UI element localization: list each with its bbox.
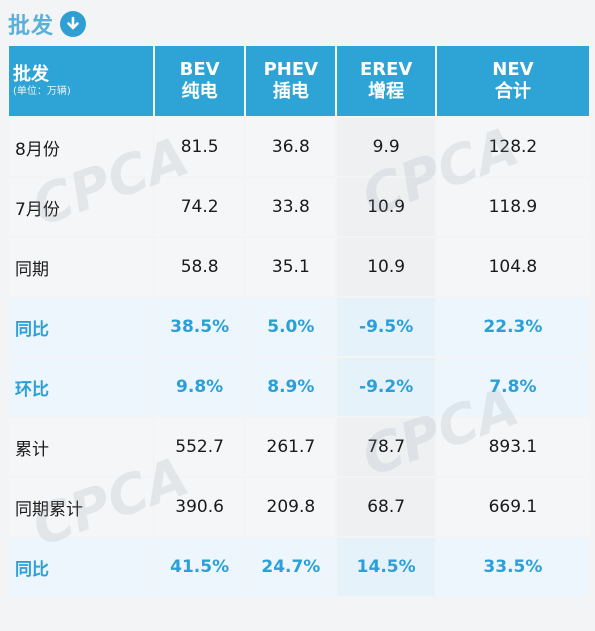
- table-cell: 68.7: [337, 478, 435, 536]
- row-label: 8月份: [9, 118, 153, 176]
- table-cell: 22.3%: [436, 298, 589, 356]
- row-label: 同期累计: [9, 478, 153, 536]
- header-category-label: 批发: [13, 64, 49, 85]
- table-cell: 669.1: [436, 478, 589, 536]
- table-cell: 81.5: [155, 118, 245, 176]
- wholesale-table: 批发 (单位：万辆) BEV 纯电 PHEV 插电 EREV 增程 NEV 合计…: [7, 44, 591, 598]
- header-erev-name: 增程: [368, 81, 405, 102]
- table-cell: 9.9: [337, 118, 435, 176]
- row-label: 同期: [9, 238, 153, 296]
- row-label: 累计: [9, 418, 153, 476]
- table-cell: -9.2%: [337, 358, 435, 416]
- page-title: 批发: [8, 14, 55, 39]
- page-title-bar: 批发: [8, 6, 87, 42]
- table-cell: 33.5%: [436, 538, 589, 596]
- table-cell: 552.7: [155, 418, 245, 476]
- table-cell: 261.7: [246, 418, 336, 476]
- table-row: 同期 58.8 35.1 10.9 104.8: [9, 238, 589, 296]
- table-cell: 209.8: [246, 478, 336, 536]
- header-bev: BEV 纯电: [155, 46, 245, 116]
- header-category: 批发 (单位：万辆): [9, 46, 153, 116]
- header-erev: EREV 增程: [337, 46, 435, 116]
- header-nev: NEV 合计: [436, 46, 589, 116]
- table-row: 同比 41.5% 24.7% 14.5% 33.5%: [9, 538, 589, 596]
- table-cell: 36.8: [246, 118, 336, 176]
- header-nev-code: NEV: [492, 59, 534, 80]
- header-nev-name: 合计: [494, 81, 531, 102]
- table-cell: -9.5%: [337, 298, 435, 356]
- table-cell: 74.2: [155, 178, 245, 236]
- row-label: 同比: [9, 298, 153, 356]
- table-cell: 893.1: [436, 418, 589, 476]
- table-cell: 9.8%: [155, 358, 245, 416]
- table-cell: 33.8: [246, 178, 336, 236]
- row-label: 同比: [9, 538, 153, 596]
- header-bev-code: BEV: [179, 59, 220, 80]
- table-row: 累计 552.7 261.7 78.7 893.1: [9, 418, 589, 476]
- row-label: 环比: [9, 358, 153, 416]
- table-cell: 5.0%: [246, 298, 336, 356]
- table-cell: 78.7: [337, 418, 435, 476]
- table-cell: 35.1: [246, 238, 336, 296]
- table-row: 环比 9.8% 8.9% -9.2% 7.8%: [9, 358, 589, 416]
- table-header-row: 批发 (单位：万辆) BEV 纯电 PHEV 插电 EREV 增程 NEV 合计: [9, 46, 589, 116]
- header-phev: PHEV 插电: [246, 46, 336, 116]
- table-cell: 10.9: [337, 238, 435, 296]
- table-row: 同期累计 390.6 209.8 68.7 669.1: [9, 478, 589, 536]
- table-cell: 41.5%: [155, 538, 245, 596]
- header-unit-label: (单位：万辆): [13, 86, 71, 97]
- table-row: 8月份 81.5 36.8 9.9 128.2: [9, 118, 589, 176]
- table-cell: 390.6: [155, 478, 245, 536]
- header-erev-code: EREV: [359, 59, 413, 80]
- table-row: 7月份 74.2 33.8 10.9 118.9: [9, 178, 589, 236]
- table-cell: 104.8: [436, 238, 589, 296]
- table-cell: 10.9: [337, 178, 435, 236]
- down-arrow-circle-icon: [60, 11, 87, 37]
- table-cell: 8.9%: [246, 358, 336, 416]
- table-cell: 128.2: [436, 118, 589, 176]
- row-label: 7月份: [9, 178, 153, 236]
- table-cell: 24.7%: [246, 538, 336, 596]
- table-cell: 38.5%: [155, 298, 245, 356]
- table-cell: 118.9: [436, 178, 589, 236]
- header-phev-name: 插电: [272, 81, 309, 102]
- table-cell: 58.8: [155, 238, 245, 296]
- table-cell: 14.5%: [337, 538, 435, 596]
- table-cell: 7.8%: [436, 358, 589, 416]
- header-bev-name: 纯电: [181, 81, 218, 102]
- header-phev-code: PHEV: [263, 59, 319, 80]
- table-row: 同比 38.5% 5.0% -9.5% 22.3%: [9, 298, 589, 356]
